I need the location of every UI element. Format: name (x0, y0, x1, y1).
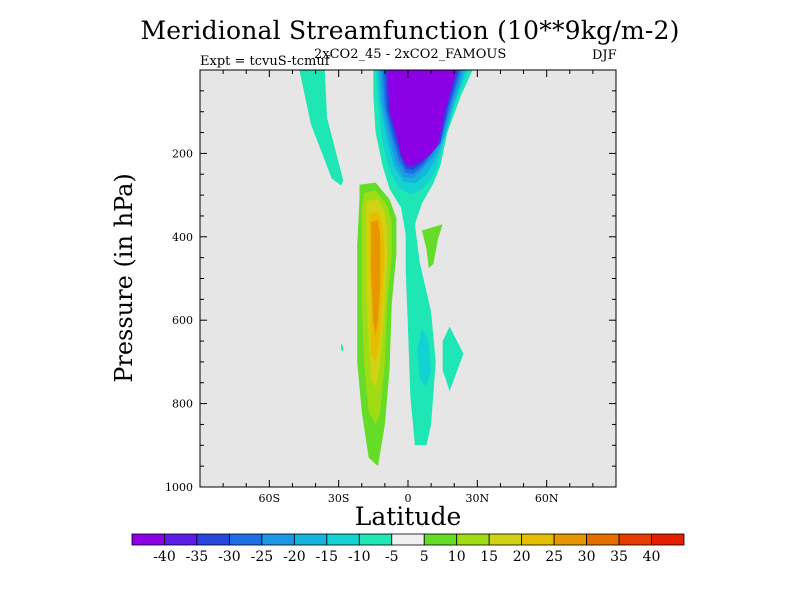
y-ticks: 200 400 600 800 1000 (165, 90, 616, 494)
colorbar-swatch (261, 533, 295, 546)
colorbar-swatch (651, 533, 685, 546)
colorbar-label: -40 (153, 549, 176, 565)
x-tick-label: 0 (405, 492, 412, 505)
colorbar-swatch (293, 533, 328, 546)
colorbar-label: -25 (251, 549, 274, 565)
x-tick-label: 30S (328, 492, 350, 505)
colorbar-label: 5 (420, 549, 429, 565)
contour-region-16 (371, 220, 381, 337)
y-tick-label: 400 (172, 231, 193, 244)
colorbar-swatch (164, 533, 198, 546)
contour-region-9 (442, 326, 464, 392)
colorbar-swatch (423, 533, 458, 546)
experiment-label: Expt = tcvuS-tcmuf (200, 54, 330, 69)
x-tick-label: 60S (259, 492, 281, 505)
y-tick-label: 800 (172, 398, 193, 411)
colorbar-label: 15 (480, 549, 498, 565)
colorbar-swatch (131, 533, 165, 546)
colorbar-label: -5 (385, 549, 399, 565)
colorbar-swatch (391, 533, 425, 546)
colorbar-label: 20 (513, 549, 531, 565)
colorbar: -40 -35 -30 -25 -20 -15 -10 -5 5 10 15 20 25 30 35 40 (131, 533, 685, 565)
colorbar-swatch (229, 533, 263, 546)
x-axis-label: Latitude (354, 502, 462, 531)
colorbar-swatch (553, 533, 587, 546)
colorbar-swatch (618, 533, 652, 546)
colorbar-label: 30 (578, 549, 596, 565)
colorbar-swatch (196, 533, 230, 546)
contour-regions (299, 70, 473, 467)
season-label: DJF (592, 48, 617, 63)
colorbar-label: -15 (316, 549, 339, 565)
contour-region-7 (387, 70, 457, 166)
colorbar-label: -35 (186, 549, 209, 565)
colorbar-swatch (586, 533, 620, 546)
contour-region-8 (421, 224, 443, 269)
colorbar-swatch (358, 533, 393, 546)
colorbar-label: -10 (348, 549, 371, 565)
y-tick-label: 200 (172, 147, 193, 160)
y-tick-label: 600 (172, 314, 193, 327)
x-tick-label: 30N (466, 492, 490, 505)
contour-region-10 (341, 343, 344, 352)
colorbar-swatch (456, 533, 490, 546)
colorbar-swatch (488, 533, 523, 546)
colorbar-label: -30 (218, 549, 241, 565)
colorbar-label: 35 (610, 549, 628, 565)
chart-title: Meridional Streamfunction (10**9kg/m-2) (140, 16, 680, 45)
x-ticks: 60S 30S 0 30N 60N (199, 70, 617, 505)
colorbar-label: 25 (545, 549, 563, 565)
colorbar-label: 40 (643, 549, 661, 565)
colorbar-label: -20 (283, 549, 306, 565)
contour-region-0 (299, 70, 344, 186)
colorbar-label: 10 (448, 549, 466, 565)
y-tick-label: 1000 (165, 481, 193, 494)
x-tick-label: 60N (535, 492, 559, 505)
chart-subtitle: 2xCO2_45 - 2xCO2_FAMOUS (314, 47, 507, 62)
contour-region-11 (417, 328, 432, 387)
colorbar-swatch (326, 533, 360, 546)
colorbar-swatch (521, 533, 555, 546)
